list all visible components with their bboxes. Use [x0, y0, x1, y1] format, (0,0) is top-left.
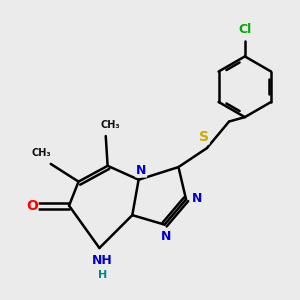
- Text: S: S: [199, 130, 209, 144]
- Text: N: N: [136, 164, 146, 177]
- Text: CH₃: CH₃: [32, 148, 51, 158]
- Text: CH₃: CH₃: [101, 120, 121, 130]
- Text: N: N: [192, 192, 203, 205]
- Text: NH: NH: [92, 254, 113, 267]
- Text: O: O: [26, 199, 38, 213]
- Text: H: H: [98, 270, 107, 280]
- Text: Cl: Cl: [238, 23, 251, 36]
- Text: N: N: [160, 230, 171, 242]
